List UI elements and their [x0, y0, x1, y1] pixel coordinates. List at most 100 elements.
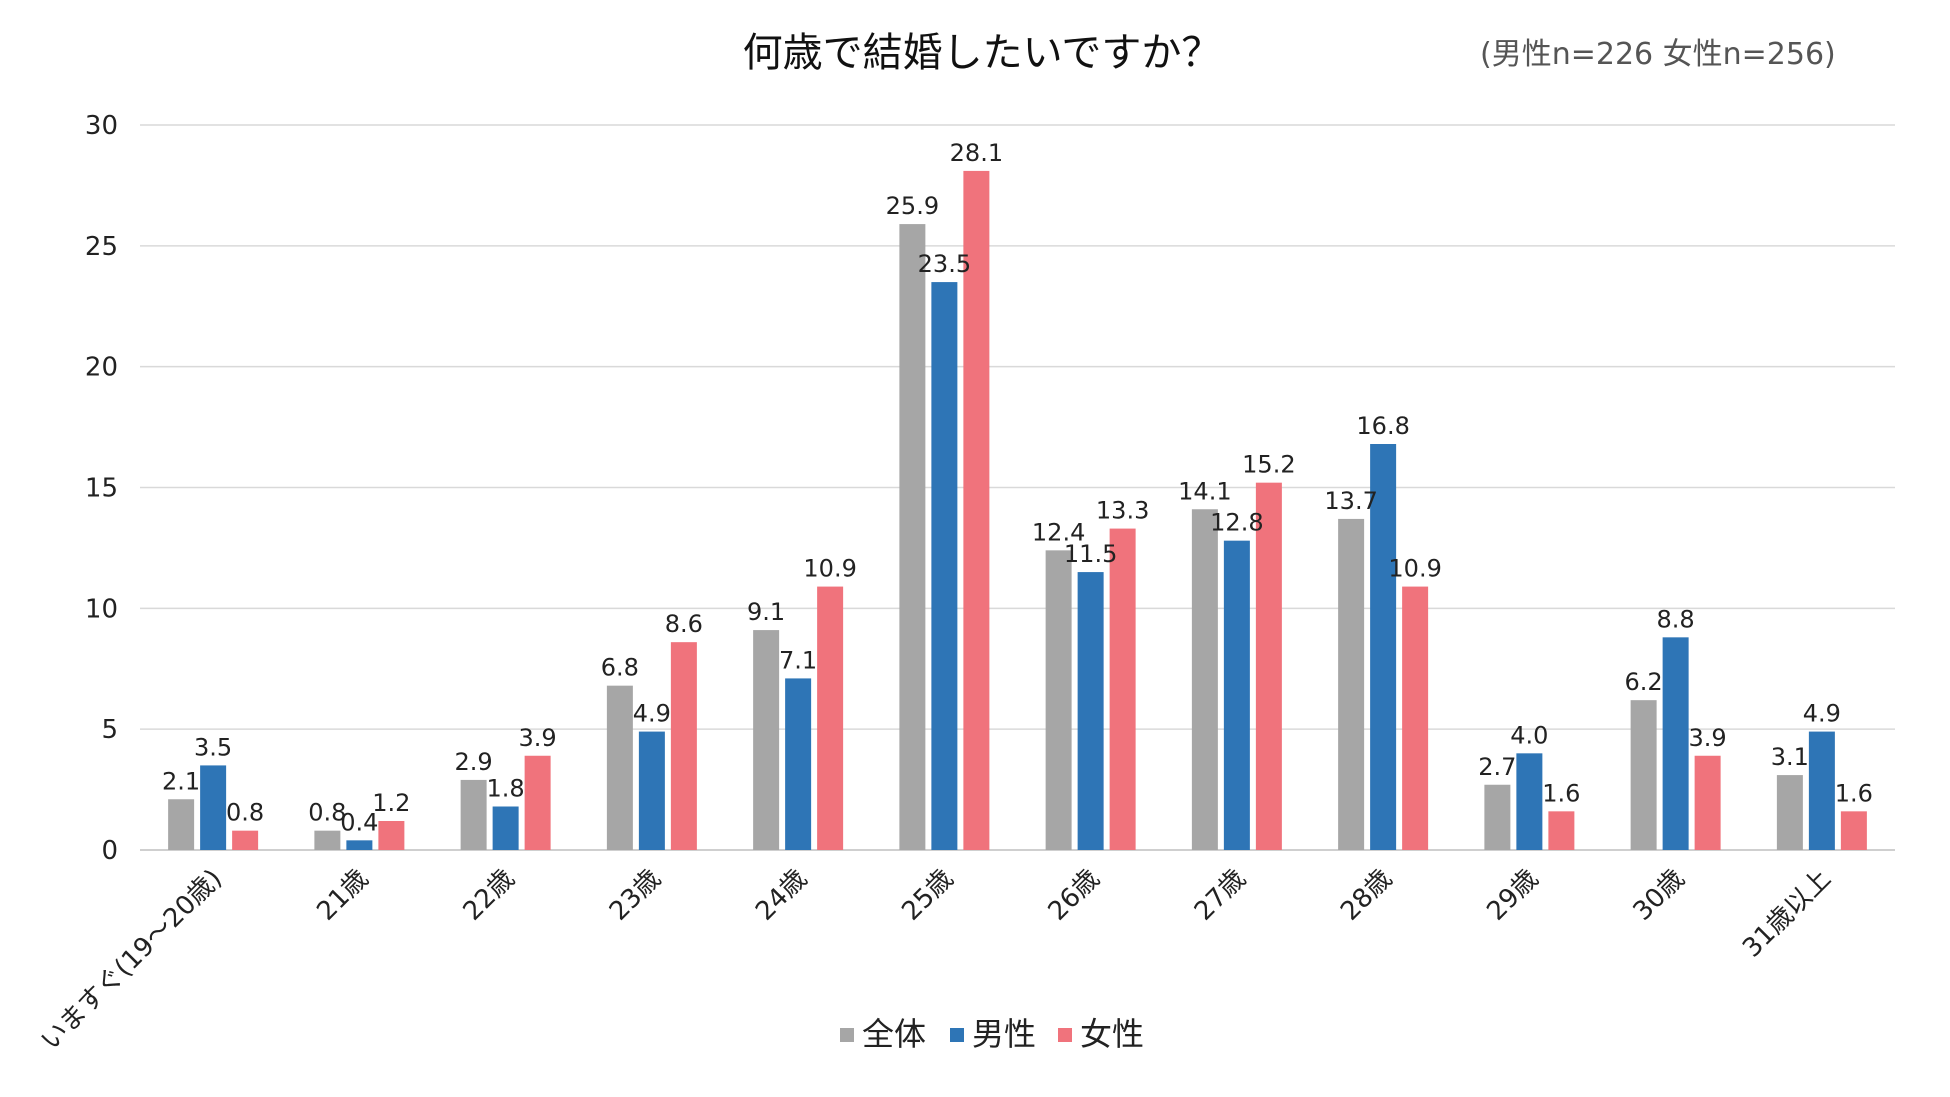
bar-女性-29歳 — [1548, 811, 1575, 850]
bar-女性-30歳 — [1694, 755, 1721, 850]
x-tick-label: 23歳 — [604, 864, 667, 927]
bar-男性-23歳 — [638, 731, 665, 850]
bar-男性-25歳 — [931, 282, 958, 850]
legend-swatch-女性 — [1058, 1028, 1072, 1042]
bar-全体-29歳 — [1484, 784, 1511, 850]
y-tick-label: 5 — [101, 715, 118, 745]
data-label: 25.9 — [886, 192, 939, 220]
data-label: 12.8 — [1210, 509, 1263, 537]
data-label: 1.6 — [1835, 779, 1873, 807]
data-label: 3.9 — [1689, 724, 1727, 752]
legend-swatch-全体 — [840, 1028, 854, 1042]
data-label: 0.8 — [226, 799, 264, 827]
bar-女性-26歳 — [1109, 528, 1136, 850]
x-tick-label: 22歳 — [458, 864, 521, 927]
data-label: 3.9 — [519, 724, 557, 752]
legend: 全体 男性 女性 — [840, 1015, 1144, 1053]
x-tick-label: 30歳 — [1628, 864, 1691, 927]
x-tick-label: 26歳 — [1043, 864, 1106, 927]
bar-全体-21歳 — [314, 830, 341, 850]
x-tick-label: 21歳 — [311, 864, 374, 927]
data-label: 16.8 — [1356, 412, 1409, 440]
data-label: 0.8 — [308, 799, 346, 827]
y-tick-label: 25 — [85, 232, 118, 262]
bar-全体-31歳以上 — [1776, 775, 1803, 850]
x-tick-label: 29歳 — [1481, 864, 1544, 927]
bar-全体-27歳 — [1191, 509, 1218, 850]
bar-女性-28歳 — [1402, 586, 1429, 850]
bar-男性-28歳 — [1370, 444, 1397, 850]
bar-女性-23歳 — [670, 642, 697, 850]
data-label: 1.2 — [372, 789, 410, 817]
data-label: 23.5 — [918, 250, 971, 278]
data-label: 8.8 — [1657, 605, 1695, 633]
x-tick-label: 24歳 — [750, 864, 813, 927]
y-axis-ticks: 0 5 10 15 20 25 30 — [85, 111, 118, 866]
data-label: 2.1 — [162, 767, 200, 795]
data-label: 6.2 — [1625, 668, 1663, 696]
bar-男性-30歳 — [1662, 637, 1689, 850]
bar-男性-22歳 — [492, 806, 519, 850]
bar-男性-31歳以上 — [1808, 731, 1835, 850]
x-tick-label: 28歳 — [1335, 864, 1398, 927]
bar-全体-いますぐ(19～20歳) — [168, 799, 195, 850]
y-tick-label: 30 — [85, 111, 118, 141]
legend-label: 男性 — [972, 1015, 1036, 1053]
y-tick-label: 0 — [101, 836, 118, 866]
data-label: 2.7 — [1478, 753, 1516, 781]
bar-全体-24歳 — [753, 630, 780, 850]
bar-男性-いますぐ(19～20歳) — [200, 765, 227, 850]
x-tick-label: 27歳 — [1189, 864, 1252, 927]
data-label: 3.1 — [1771, 743, 1809, 771]
bar-全体-25歳 — [899, 224, 926, 851]
data-label: 15.2 — [1242, 451, 1295, 479]
bar-女性-27歳 — [1255, 482, 1282, 850]
data-label: 7.1 — [779, 646, 817, 674]
data-label: 6.8 — [601, 654, 639, 682]
data-label: 8.6 — [665, 610, 703, 638]
legend-swatch-男性 — [950, 1028, 964, 1042]
data-label: 4.9 — [1803, 700, 1841, 728]
data-label: 4.9 — [633, 700, 671, 728]
bar-全体-30歳 — [1630, 700, 1657, 850]
data-label: 2.9 — [455, 748, 493, 776]
legend-label: 女性 — [1080, 1015, 1144, 1053]
bar-女性-いますぐ(19～20歳) — [232, 830, 259, 850]
bar-全体-26歳 — [1045, 550, 1072, 850]
data-label: 4.0 — [1510, 721, 1548, 749]
data-label: 1.8 — [487, 775, 525, 803]
data-label: 10.9 — [1388, 555, 1441, 583]
bar-男性-21歳 — [346, 840, 373, 850]
data-label: 10.9 — [803, 555, 856, 583]
y-tick-label: 15 — [85, 474, 118, 504]
data-label: 3.5 — [194, 733, 232, 761]
data-label: 0.4 — [340, 808, 378, 836]
bar-女性-22歳 — [524, 755, 551, 850]
data-label: 13.3 — [1096, 497, 1149, 525]
bar-男性-27歳 — [1223, 540, 1250, 850]
x-axis-categories: いますぐ(19～20歳) 21歳 22歳 23歳 24歳 25歳 26歳 27歳 28歳 29歳 3… — [35, 864, 1836, 1057]
bars — [168, 170, 1867, 851]
data-label: 14.1 — [1178, 477, 1231, 505]
data-label: 9.1 — [747, 598, 785, 626]
data-label: 11.5 — [1064, 540, 1117, 568]
x-tick-label: 31歳以上 — [1737, 864, 1837, 964]
bar-男性-29歳 — [1516, 753, 1543, 850]
y-tick-label: 20 — [85, 353, 118, 383]
bar-女性-31歳以上 — [1840, 811, 1867, 850]
bar-女性-24歳 — [817, 586, 844, 850]
data-label: 12.4 — [1032, 518, 1085, 546]
data-label: 13.7 — [1324, 487, 1377, 515]
bar-全体-22歳 — [460, 779, 487, 850]
x-tick-label: いますぐ(19～20歳) — [35, 864, 228, 1057]
bar-男性-26歳 — [1077, 572, 1104, 850]
legend-label: 全体 — [862, 1015, 926, 1053]
chart-title: 何歳で結婚したいですか？ — [743, 30, 1222, 76]
chart-subtitle: (男性n=226 女性n=256) — [1480, 37, 1836, 72]
gridlines — [140, 124, 1895, 851]
bar-女性-25歳 — [963, 170, 990, 850]
y-tick-label: 10 — [85, 594, 118, 624]
x-tick-label: 25歳 — [896, 864, 959, 927]
bar-全体-28歳 — [1338, 518, 1365, 850]
